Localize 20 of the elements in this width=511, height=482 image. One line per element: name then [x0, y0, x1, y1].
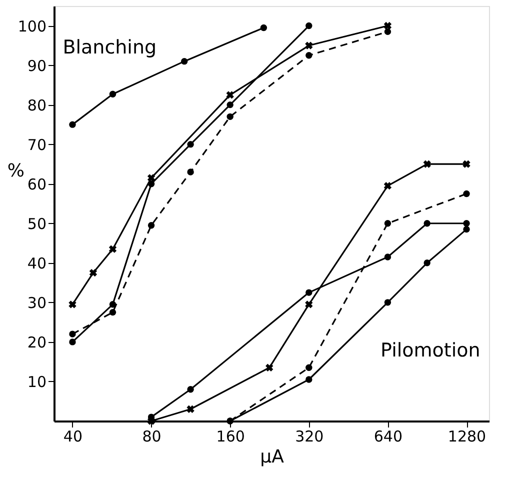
y-tick-label: 80 [27, 96, 46, 114]
y-tick-label: 100 [18, 17, 46, 36]
x-tick-label: 160 [216, 428, 245, 446]
annotation: Blanching [62, 36, 157, 58]
x-tick-label: 320 [295, 428, 324, 446]
y-tick-label: 40 [27, 254, 46, 272]
y-tick-label: 70 [27, 136, 46, 154]
x-axis-title: μA [260, 446, 285, 468]
annotation: Pilomotion [380, 339, 480, 362]
x-tick-label: 40 [63, 428, 83, 446]
x-tick-label: 1280 [448, 428, 486, 446]
y-tick-label: 20 [27, 333, 46, 352]
y-axis-title: % [7, 160, 24, 182]
y-tick-label: 90 [27, 56, 46, 75]
y-tick-label: 10 [27, 372, 46, 391]
x-tick-label: 80 [142, 428, 162, 446]
y-tick-label: 30 [27, 294, 46, 312]
y-tick-label: 50 [27, 214, 46, 233]
x-tick-label: 640 [374, 428, 403, 446]
y-tick-label: 60 [27, 175, 46, 194]
